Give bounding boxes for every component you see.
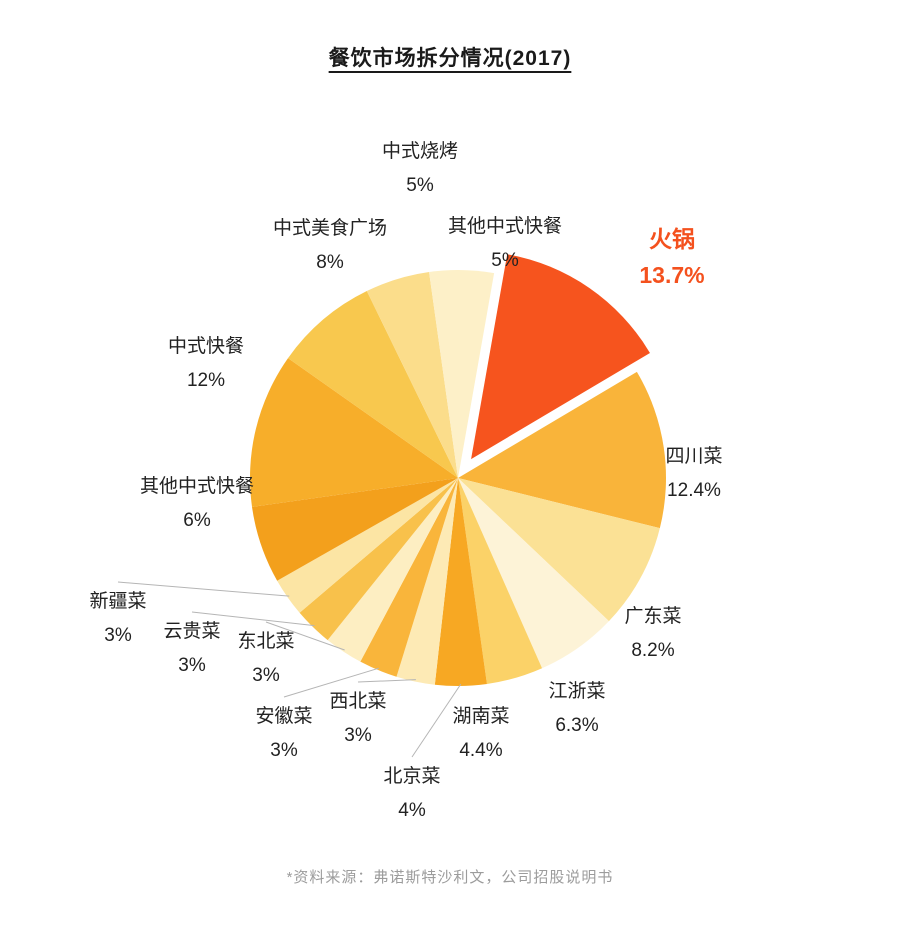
pie-slice-15 — [429, 269, 495, 478]
pie-slice-13 — [288, 291, 458, 478]
slice-label-3: 江浙菜 6.3% — [548, 675, 605, 743]
pie-slice-9 — [299, 478, 458, 641]
slice-label-name: 四川菜 — [665, 446, 723, 467]
slice-label-name: 湖南菜 — [452, 706, 510, 727]
slice-label-name: 广东菜 — [624, 606, 682, 627]
leader-line-7 — [283, 667, 379, 698]
pie-slice-0 — [471, 254, 650, 460]
slice-label-name: 北京菜 — [383, 766, 441, 787]
pie-slice-4 — [458, 478, 543, 684]
slice-label-value: 6% — [183, 510, 211, 532]
slice-label-name: 东北菜 — [237, 631, 295, 652]
pie-slice-14 — [366, 272, 458, 478]
slice-label-name: 其他中式快餐 — [447, 216, 563, 237]
slice-label-value: 8% — [316, 252, 344, 274]
slice-label-name: 中式美食广场 — [272, 218, 388, 239]
pie-slice-8 — [327, 478, 458, 662]
slice-label-13: 中式美食广场 8% — [273, 212, 387, 280]
pie-slice-6 — [396, 478, 458, 685]
slice-label-1: 四川菜 12.4% — [665, 440, 722, 508]
pie-slice-1 — [458, 371, 666, 529]
slice-label-name: 江浙菜 — [548, 681, 606, 702]
slice-label-value: 12.4% — [667, 480, 721, 502]
slice-label-value: 13.7% — [639, 261, 705, 288]
chart-title: 餐饮市场拆分情况(2017) — [328, 47, 572, 70]
pie-slice-7 — [360, 478, 458, 677]
slice-label-value: 4.4% — [459, 740, 503, 762]
pie-slice-2 — [458, 478, 660, 622]
leader-line-8 — [265, 621, 345, 651]
slice-label-7: 安徽菜 3% — [255, 700, 312, 768]
slice-label-4: 湖南菜 4.4% — [452, 700, 509, 768]
slice-label-value: 8.2% — [631, 640, 675, 662]
slice-label-value: 3% — [104, 625, 132, 647]
leader-line-9 — [191, 611, 315, 627]
slice-label-value: 3% — [270, 740, 298, 762]
pie-slice-11 — [252, 478, 458, 581]
slice-label-name: 中式快餐 — [167, 336, 245, 357]
slice-label-5: 北京菜 4% — [383, 760, 440, 828]
slice-label-value: 6.3% — [555, 715, 599, 737]
source-footnote: *资料来源：弗诺斯特沙利文，公司招股说明书 — [286, 869, 614, 886]
leader-line-10 — [117, 581, 290, 597]
leader-line-6 — [357, 679, 416, 683]
slice-label-value: 3% — [252, 665, 280, 687]
slice-label-14: 中式烧烤 5% — [382, 135, 458, 203]
slice-label-value: 4% — [398, 800, 426, 822]
slice-label-name: 安徽菜 — [255, 706, 313, 727]
slice-label-15: 其他中式快餐 5% — [448, 210, 562, 278]
slice-label-name: 其他中式快餐 — [139, 476, 255, 497]
slice-label-value: 3% — [178, 655, 206, 677]
pie-slice-5 — [434, 478, 487, 686]
slice-label-name: 云贵菜 — [163, 621, 221, 642]
slice-label-value: 12% — [186, 370, 226, 392]
pie-slice-3 — [458, 478, 609, 669]
slice-label-12: 中式快餐 12% — [168, 330, 244, 398]
slice-label-10: 新疆菜 3% — [89, 585, 146, 653]
slice-label-8: 东北菜 3% — [237, 625, 294, 693]
slice-label-value: 5% — [406, 175, 434, 197]
slice-label-2: 广东菜 8.2% — [624, 600, 681, 668]
slice-label-6: 西北菜 3% — [329, 685, 386, 753]
slice-label-name: 新疆菜 — [89, 591, 147, 612]
pie-slice-10 — [277, 478, 458, 613]
slice-label-9: 云贵菜 3% — [163, 615, 220, 683]
slice-label-name: 西北菜 — [329, 691, 387, 712]
slice-label-name: 中式烧烤 — [381, 141, 459, 162]
slice-label-11: 其他中式快餐 6% — [140, 470, 254, 538]
slice-label-value: 5% — [491, 250, 519, 272]
slice-label-value: 3% — [344, 725, 372, 747]
pie-slice-12 — [249, 358, 458, 507]
leader-line-5 — [411, 683, 462, 758]
slice-label-name: 火锅 — [649, 226, 695, 252]
slice-label-0: 火锅 13.7% — [639, 222, 704, 293]
